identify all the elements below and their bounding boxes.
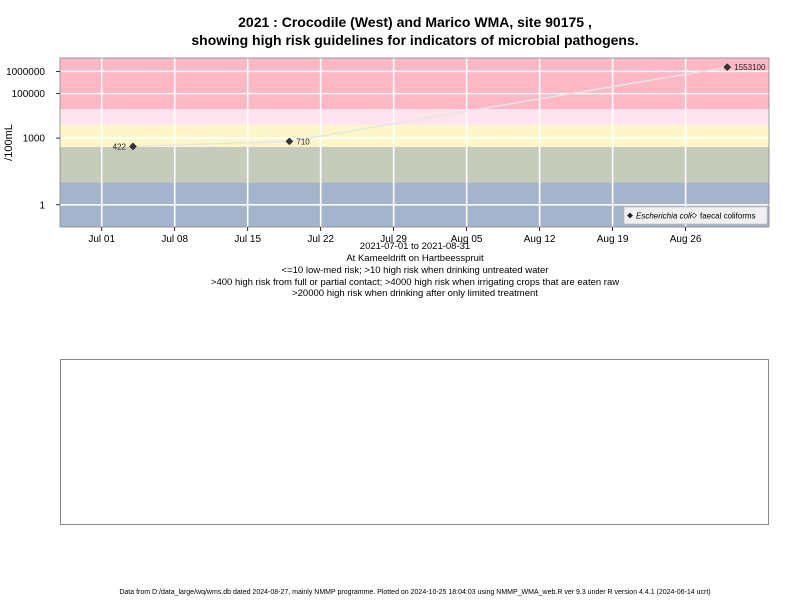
- data-series: 422 710 1553100: [113, 63, 766, 151]
- x-tick-label: Jul 08: [161, 234, 188, 245]
- data-point-ecoli: [723, 63, 732, 71]
- caption-risk-line-3: >20000 high risk when drinking after onl…: [292, 288, 538, 299]
- data-point-ecoli: [285, 137, 294, 146]
- y-tick-label: 1000000: [6, 67, 45, 78]
- data-point-ecoli: [129, 142, 137, 151]
- risk-band-4: [60, 58, 769, 110]
- plot-border: [59, 57, 770, 228]
- caption-date-range: 2021-07-01 to 2021-08-31: [359, 241, 471, 252]
- caption-location: At Kameeldrift on Hartbeesspruit: [346, 253, 484, 264]
- x-tick-label: Jul 22: [307, 234, 334, 245]
- caption-risk-line-1: <=10 low-med risk; >10 high risk when dr…: [281, 265, 549, 276]
- x-tick-label: Aug 26: [670, 234, 702, 245]
- y-axis-label: /100mL: [3, 124, 15, 161]
- x-tick-label: Jul 15: [234, 234, 261, 245]
- x-tick-label: Aug 19: [597, 234, 629, 245]
- risk-band-2: [60, 124, 769, 147]
- axes: Jul 01 Jul 08 Jul 15 Jul 22 Jul 29 Aug 05 Aug …: [6, 67, 702, 245]
- x-tick-label: Jul 01: [88, 234, 115, 245]
- risk-band-1: [60, 146, 769, 183]
- y-tick-label: 1: [39, 200, 45, 211]
- legend-marker-open-diamond: [691, 212, 697, 219]
- legend-label: Escherichia coli: [636, 212, 692, 221]
- chart-title-line-1: 2021 : Crocodile (West) and Marico WMA, …: [238, 14, 592, 30]
- legend-label: faecal coliforms: [700, 212, 756, 221]
- caption-risk-line-2: >400 high risk from full or partial cont…: [210, 277, 620, 288]
- risk-bands: [60, 58, 769, 227]
- data-label-ecoli: 710: [296, 137, 310, 146]
- x-tick-label: Aug 12: [524, 234, 556, 245]
- y-tick-label: 100000: [12, 89, 46, 100]
- legend-marker-filled-diamond: [627, 212, 633, 219]
- empty-plot-panel: [60, 359, 769, 525]
- x-tick-label: Jul 29: [380, 234, 407, 245]
- legend: Escherichia coli faecal coliforms: [623, 206, 768, 225]
- data-label-ecoli: 1553100: [734, 63, 766, 72]
- x-tick-label: Aug 05: [451, 234, 483, 245]
- data-label-ecoli: 422: [113, 142, 127, 151]
- y-tick-label: 1000: [23, 134, 46, 145]
- footer-note: Data from D:/data_large/wq/wms.db dated …: [119, 589, 711, 596]
- chart-title-line-2: showing high risk guidelines for indicat…: [191, 32, 639, 48]
- risk-band-3: [60, 109, 769, 125]
